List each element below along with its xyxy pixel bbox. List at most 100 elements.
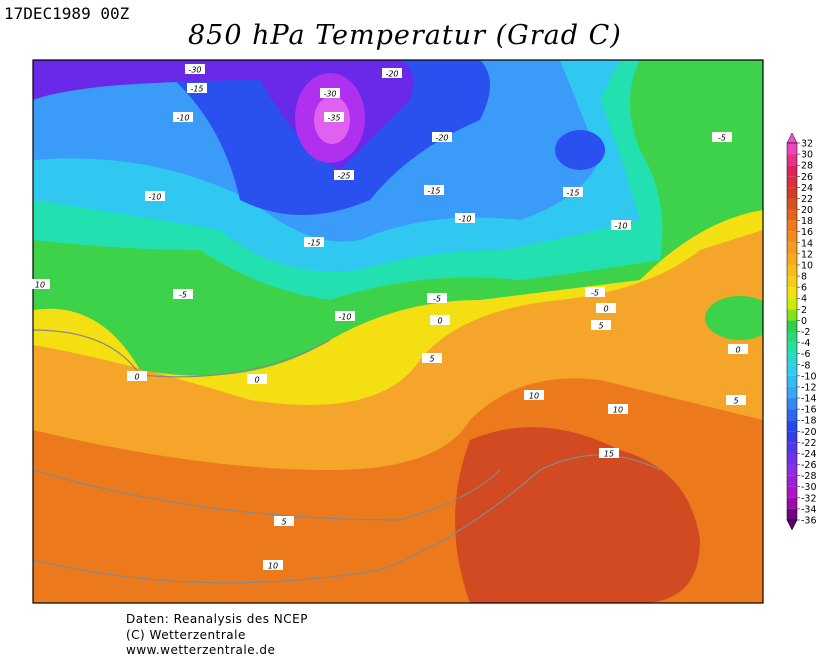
colorbar-band (787, 209, 797, 221)
contour-label: -15 (190, 85, 203, 94)
contour-label: 0 (735, 346, 740, 355)
colorbar-label: -4 (801, 338, 810, 349)
colorbar-band (787, 431, 797, 443)
footer-line: Daten: Reanalysis des NCEP (126, 612, 308, 626)
colorbar-band (787, 353, 797, 365)
colorbar-band (787, 187, 797, 199)
contour-label: 0 (437, 317, 442, 326)
colorbar-label: 12 (801, 249, 813, 260)
colorbar-band (787, 364, 797, 376)
colorbar-band (787, 508, 797, 520)
contour-label-bg (185, 64, 205, 74)
contour-label-bg (173, 112, 193, 122)
contour-label: -5 (591, 289, 599, 298)
temperature-field (33, 60, 763, 603)
contour-label-bg (247, 374, 267, 384)
colorbar-band (787, 386, 797, 399)
colorbar-band (787, 320, 797, 332)
colorbar-label: -36 (801, 516, 817, 527)
contour-label-bg (432, 132, 452, 142)
contour-label: 15 (604, 450, 614, 459)
contour-label: 5 (281, 518, 286, 527)
contour-label-bg (334, 170, 354, 180)
contour-label-bg (563, 187, 583, 197)
colorbar-label: 10 (801, 260, 813, 271)
contour-label: 10 (35, 281, 45, 290)
colorbar-label: -28 (801, 471, 817, 482)
contour-label-bg (187, 83, 207, 93)
contour-label-bg (30, 279, 50, 289)
colorbar-label: 2 (801, 305, 807, 316)
contour-label-bg (173, 289, 193, 299)
colorbar-label: -16 (801, 405, 817, 416)
contour-label-bg (335, 311, 355, 321)
colorbar: 32302826242220181614121086420-2-4-6-8-10… (786, 132, 817, 531)
contour-label-bg (596, 303, 616, 313)
contour-label: -5 (718, 134, 726, 143)
colorbar-label: -12 (801, 382, 817, 393)
footer-line: (C) Wetterzentrale (126, 628, 246, 642)
contour-label-bg (611, 220, 631, 230)
footer-line: www.wetterzentrale.de (126, 643, 276, 656)
contour-label: -10 (338, 313, 351, 322)
colorbar-label: -24 (801, 449, 817, 460)
timestamp: 17DEC1989 00Z (4, 4, 130, 23)
colorbar-label: -18 (801, 416, 817, 427)
contour-label-bg (424, 185, 444, 195)
contour-label: -15 (427, 187, 440, 196)
contour-label-bg (455, 213, 475, 223)
colorbar-label: -20 (801, 427, 817, 438)
contour-label: 5 (733, 397, 738, 406)
colorbar-label: 26 (801, 172, 813, 183)
contour-labels: -30 -20 -15 -30 -35 -10 -20 -5 -25 -15 -10 -15 -10 -1… (30, 64, 748, 571)
colorbar-band (787, 475, 797, 487)
colorbar-band (787, 464, 797, 476)
colorbar-band (787, 420, 797, 432)
colorbar-end (786, 519, 798, 531)
colorbar-label: 30 (801, 150, 813, 161)
colorbar-label: 32 (801, 139, 813, 150)
contour-label-bg (726, 395, 746, 405)
contour-label-bg (712, 132, 732, 142)
colorbar-label: 14 (801, 238, 813, 249)
colorbar-end (786, 132, 798, 144)
colorbar-band (787, 264, 797, 277)
contour-label: -15 (566, 189, 579, 198)
colorbar-label: 4 (801, 294, 807, 305)
contour-label: -10 (148, 193, 161, 202)
contour-label: 5 (429, 355, 434, 364)
colorbar-band (787, 220, 797, 232)
contour-label: -35 (327, 114, 340, 123)
contour-label-bg (591, 320, 611, 330)
contour-label-bg (382, 68, 402, 78)
colorbar-label: 6 (801, 283, 807, 294)
colorbar-band (787, 409, 797, 421)
colorbar-band (787, 486, 797, 498)
map-title: 850 hPa Temperatur (Grad C) (188, 20, 622, 51)
colorbar-band (787, 442, 797, 454)
colorbar-band (787, 331, 797, 343)
colorbar-band (787, 309, 797, 321)
colorbar-band (787, 497, 797, 509)
colorbar-label: -10 (801, 371, 817, 382)
contour-label: 0 (603, 305, 608, 314)
map-frame (32, 59, 764, 604)
contour-label-bg (608, 404, 628, 414)
colorbar-band (787, 298, 797, 310)
colorbar-label: -6 (801, 349, 810, 360)
contour-label: -10 (176, 114, 189, 123)
contour-label: -20 (385, 70, 398, 79)
contour-label: -20 (435, 134, 448, 143)
contour-label: -25 (337, 172, 350, 181)
colorbar-band (787, 165, 797, 177)
contour-label: -5 (179, 291, 187, 300)
colorbar-label: -30 (801, 482, 817, 493)
contour-label: -30 (323, 90, 336, 99)
colorbar-band (787, 276, 797, 288)
contour-label-bg (304, 237, 324, 247)
colorbar-band (787, 154, 797, 166)
colorbar-label: -34 (801, 504, 817, 515)
colorbar-label: -8 (801, 360, 810, 371)
contour-label-bg (728, 344, 748, 354)
